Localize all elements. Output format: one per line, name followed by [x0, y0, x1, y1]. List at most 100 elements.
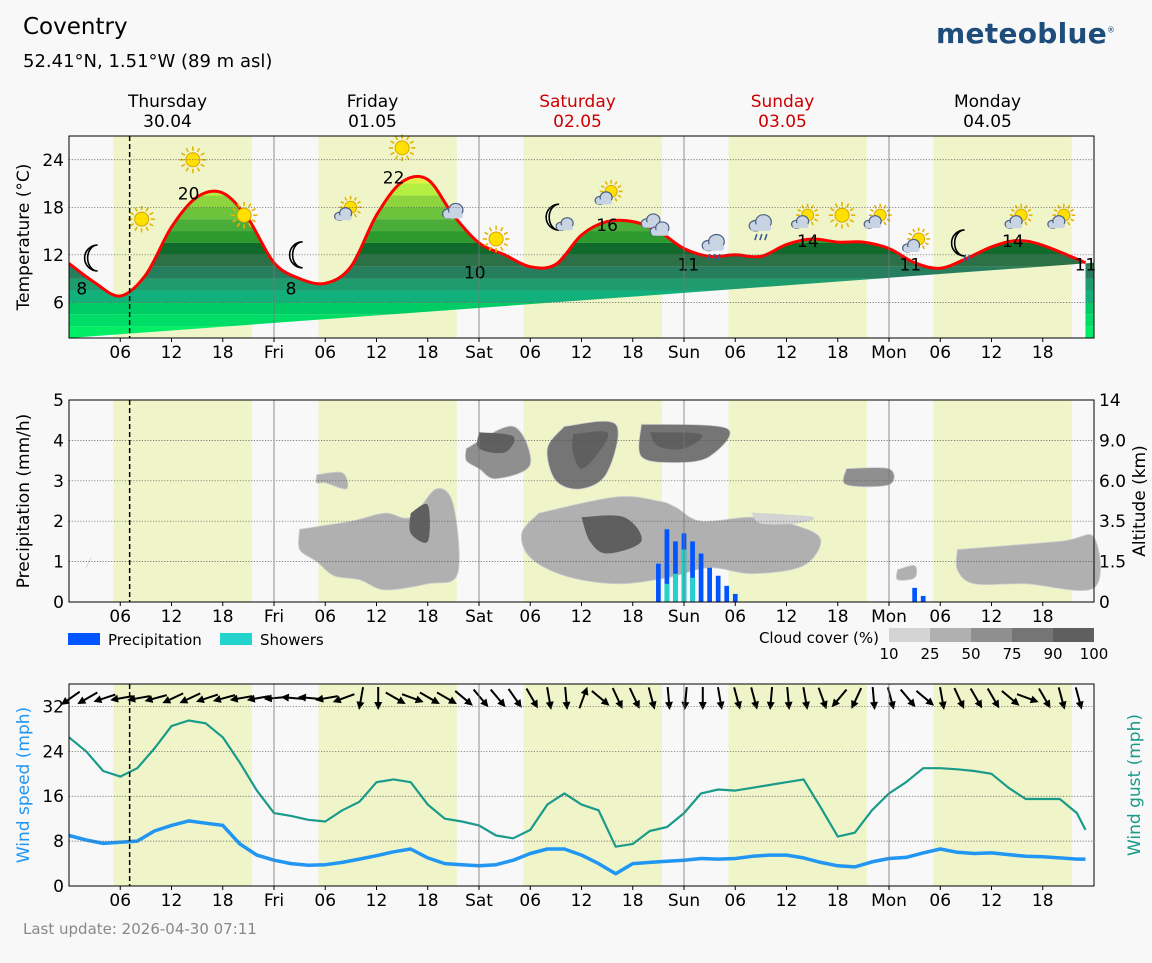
wind-arrow: [332, 693, 355, 704]
x-tick-label: Sat: [465, 607, 493, 627]
sun-ray: [129, 211, 135, 216]
sun-cloud-icon: [334, 195, 363, 221]
x-tick-label: 18: [212, 607, 234, 627]
temperature-line: [68, 174, 1087, 298]
wind-arrow: [869, 686, 878, 710]
wind-arrow: [195, 693, 219, 704]
shower-bar: [673, 573, 678, 602]
daylight-band: [728, 684, 867, 886]
sun-ray: [134, 207, 138, 212]
wind-arrow: [899, 688, 916, 708]
sun-ray: [830, 219, 835, 223]
wind-arrow: [698, 687, 707, 710]
x-tick-label: Fri: [264, 891, 284, 911]
wind-speed-line: [68, 819, 1086, 876]
wind-arrow-head: [246, 694, 256, 703]
wind-arrow: [1057, 687, 1067, 710]
sun-ray: [1067, 221, 1071, 226]
sun-ray: [232, 219, 237, 223]
wind-arrow: [280, 693, 304, 702]
x-tick-label: 18: [212, 891, 234, 911]
sun-ray: [617, 185, 622, 189]
wind-arrow: [784, 686, 793, 710]
moon-cloud-icon: [545, 203, 574, 231]
y-tick-label: 24: [42, 742, 64, 762]
wind-arrow-head: [766, 701, 775, 710]
x-tick-label: 06: [314, 607, 336, 627]
sun-ray: [196, 147, 201, 153]
wind-arrow: [436, 691, 457, 704]
sun-disc: [236, 207, 252, 223]
wind-arrow-head: [60, 697, 70, 705]
sun-ray: [185, 167, 189, 172]
sun-ray: [912, 228, 916, 233]
temperature-band: [69, 254, 1094, 267]
cloud-cover-legend-level: 75: [1002, 645, 1021, 663]
wind-arrow: [1038, 687, 1051, 709]
wind-arrow-head: [907, 698, 916, 708]
wind-arrow: [831, 688, 848, 708]
cloud-cover-legend-level: 50: [961, 645, 980, 663]
cloud-base: [792, 223, 809, 229]
daylight-band: [113, 400, 252, 602]
x-tick-label: 18: [1032, 607, 1054, 627]
sun-ray: [484, 231, 489, 236]
sun-ray: [883, 204, 887, 209]
wind-arrow: [212, 694, 236, 703]
wind-arrow-head: [562, 701, 571, 710]
temperature-axis-title: Temperature (°C): [14, 164, 34, 312]
wind-arrow-head: [734, 700, 742, 710]
altitude-axis-title: Altitude (km): [1130, 445, 1150, 557]
sun-ray: [810, 204, 814, 209]
day-date: 04.05: [963, 112, 1012, 132]
sun-ray: [145, 226, 149, 232]
sun-ray: [924, 242, 929, 246]
x-tick-label: Sun: [668, 343, 700, 363]
altitude-tick-label: 14: [1099, 391, 1121, 411]
sun-ray: [394, 155, 399, 160]
x-tick-label: 18: [622, 343, 644, 363]
x-tick-label: 12: [981, 607, 1003, 627]
x-tick-label: 18: [212, 343, 234, 363]
temperature-band: [69, 290, 1094, 303]
sun-ray: [247, 203, 252, 208]
y-tick-label: 0: [53, 877, 64, 897]
wind-arrow: [246, 694, 270, 703]
day-date: 30.04: [143, 112, 192, 132]
wind-arrow: [93, 693, 116, 704]
precipitation-bar: [690, 541, 695, 602]
moon-icon: [288, 241, 303, 269]
wind-arrow-head: [110, 694, 119, 703]
sun-ray: [883, 221, 887, 226]
cloud-base: [335, 215, 352, 221]
x-tick-label: 12: [981, 891, 1003, 911]
x-tick-label: 18: [1032, 343, 1054, 363]
wind-arrow-head: [448, 696, 457, 704]
cloud-base: [1006, 223, 1023, 229]
wind-arrow: [385, 691, 406, 704]
x-tick-label: 06: [109, 343, 131, 363]
wind-arrow-head: [802, 701, 810, 710]
sun-ray: [251, 207, 257, 212]
rain-drops: [754, 233, 768, 241]
x-tick-label: 12: [981, 343, 1003, 363]
sun-ray: [921, 245, 926, 250]
sun-ray: [1010, 208, 1015, 212]
cloud-cover-area: [955, 534, 1101, 591]
sun-icon: [128, 205, 155, 233]
cloud-cover-legend-title: Cloud cover (%): [759, 629, 879, 647]
x-tick-label: 06: [929, 607, 951, 627]
wind-arrow: [179, 692, 201, 704]
wind-arrow-head: [356, 701, 365, 710]
x-tick-label: 06: [929, 343, 951, 363]
y-tick-label: 8: [53, 832, 64, 852]
sun-ray: [499, 227, 504, 232]
x-tick-label: Sun: [668, 607, 700, 627]
wind-arrow: [817, 687, 828, 710]
sun-ray: [353, 213, 357, 218]
sun-ray: [845, 222, 850, 228]
sun-ray: [200, 163, 205, 168]
sun-ray: [344, 196, 348, 201]
precipitation-legend-swatch: [68, 633, 100, 645]
brand-logo[interactable]: meteoblue®: [936, 17, 1115, 50]
